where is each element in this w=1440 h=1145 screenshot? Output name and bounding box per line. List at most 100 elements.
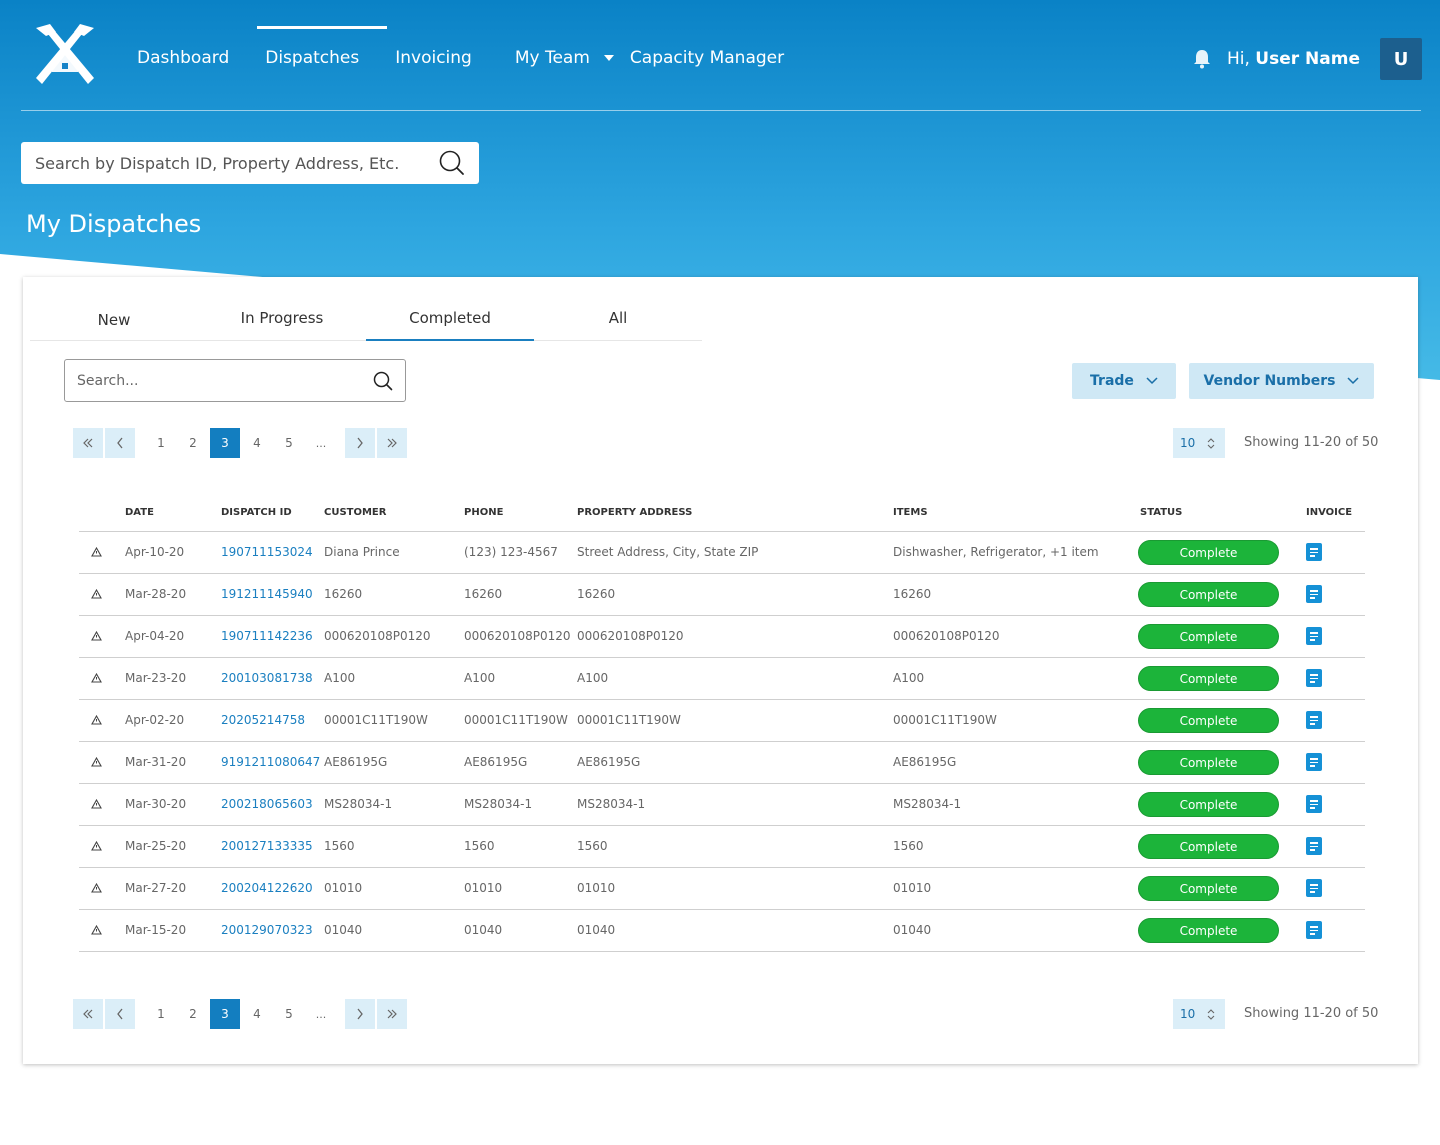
column-header-dispatch-id[interactable]: DISPATCH ID [221,495,324,532]
last-page-button[interactable] [377,999,407,1029]
cell-dispatch-id-link[interactable]: 200103081738 [221,657,324,700]
table-row[interactable]: Apr-02-20 20205214758 00001C11T190W 00001C1… [79,699,1365,742]
first-page-button[interactable] [73,999,103,1029]
cell-invoice [1306,699,1365,742]
document-icon[interactable] [1306,711,1322,729]
nav-invoicing[interactable]: Invoicing [395,48,472,68]
table-row[interactable]: Mar-30-20 200218065603 MS28034-1 MS28034-1 M… [79,783,1365,826]
table-row[interactable]: Mar-31-20 9191211080647 AE86195G AE86195G AE… [79,741,1365,784]
column-header-customer[interactable]: CUSTOMER [324,495,464,532]
search-icon[interactable] [439,150,465,176]
nav-capacity-manager[interactable]: Capacity Manager [629,48,785,68]
table-row[interactable]: Mar-25-20 200127133335 1560 1560 1560 1560 Com… [79,825,1365,868]
cell-dispatch-id-link[interactable]: 200127133335 [221,825,324,868]
page-number-active[interactable]: 3 [210,999,240,1029]
nav-dispatches[interactable]: Dispatches [257,26,388,68]
tab-new[interactable]: New [30,299,198,341]
page-number[interactable]: 5 [285,436,293,450]
column-header-status[interactable]: STATUS [1138,495,1306,532]
first-page-button[interactable] [73,428,103,458]
warning-triangle-icon [91,673,102,683]
cell-date: Apr-04-20 [125,615,221,658]
page-size-select[interactable]: 10 [1173,428,1225,458]
page-number[interactable]: 4 [253,1007,261,1021]
cell-phone: A100 [464,657,577,700]
page-number[interactable]: 2 [189,1007,197,1021]
page-number[interactable]: 2 [189,436,197,450]
column-header-items[interactable]: ITEMS [893,495,1138,532]
tab-completed[interactable]: Completed [366,299,534,341]
sort-arrows-icon [1207,1008,1215,1020]
avatar[interactable]: U [1380,38,1422,80]
table-row[interactable]: Apr-04-20 190711142236 000620108P0120 00062… [79,615,1365,658]
page-size-select[interactable]: 10 [1173,999,1225,1029]
prev-page-button[interactable] [105,428,135,458]
cell-items: 00001C11T190W [893,699,1138,742]
nav-my-team[interactable]: My Team [515,48,614,68]
cell-customer: AE86195G [324,741,464,784]
page-number[interactable]: 4 [253,436,261,450]
cell-dispatch-id-link[interactable]: 190711142236 [221,615,324,658]
vendor-numbers-filter-button[interactable]: Vendor Numbers [1189,363,1374,399]
cell-dispatch-id-link[interactable]: 200204122620 [221,867,324,910]
document-icon[interactable] [1306,669,1322,687]
cell-property-address: Street Address, City, State ZIP [577,531,893,574]
document-icon[interactable] [1306,837,1322,855]
column-header-phone[interactable]: PHONE [464,495,577,532]
cell-items: Dishwasher, Refrigerator, +1 item [893,531,1138,574]
table-search-input[interactable] [77,372,373,389]
cell-phone: 16260 [464,573,577,616]
page-number-active[interactable]: 3 [210,428,240,458]
table-row[interactable]: Mar-23-20 200103081738 A100 A100 A100 A100 Com… [79,657,1365,700]
status-badge: Complete [1138,791,1279,817]
cell-dispatch-id-link[interactable]: 20205214758 [221,699,324,742]
prev-page-button[interactable] [105,999,135,1029]
table-row[interactable]: Mar-15-20 200129070323 01040 01040 01040 0104… [79,909,1365,952]
crossed-hammers-logo[interactable] [28,22,102,86]
cell-dispatch-id-link[interactable]: 200129070323 [221,909,324,952]
cell-dispatch-id-link[interactable]: 191211145940 [221,573,324,616]
cell-items: 000620108P0120 [893,615,1138,658]
cell-dispatch-id-link[interactable]: 190711153024 [221,531,324,574]
vendor-filter-label: Vendor Numbers [1203,373,1336,389]
document-icon[interactable] [1306,795,1322,813]
status-badge: Complete [1138,581,1279,607]
bell-icon[interactable] [1193,49,1211,69]
warning-triangle-icon [91,925,102,935]
cell-customer: 000620108P0120 [324,615,464,658]
row-flag-cell [79,573,125,616]
table-row[interactable]: Mar-28-20 191211145940 16260 16260 16260 1626… [79,573,1365,616]
document-icon[interactable] [1306,921,1322,939]
table-row[interactable]: Mar-27-20 200204122620 01010 01010 01010 0101… [79,867,1365,910]
page-number[interactable]: 1 [157,1007,165,1021]
cell-dispatch-id-link[interactable]: 9191211080647 [221,741,324,784]
document-icon[interactable] [1306,627,1322,645]
next-page-button[interactable] [345,999,375,1029]
tab-all[interactable]: All [534,299,702,341]
cell-customer: 01040 [324,909,464,952]
chevron-down-icon [603,55,614,61]
trade-filter-button[interactable]: Trade [1072,363,1176,399]
document-icon[interactable] [1306,879,1322,897]
page-size-value: 10 [1180,1007,1196,1021]
document-icon[interactable] [1306,543,1322,561]
nav-dashboard[interactable]: Dashboard [137,48,230,68]
page-number[interactable]: 5 [285,1007,293,1021]
user-name[interactable]: User Name [1255,49,1360,69]
table-row[interactable]: Apr-10-20 190711153024 Diana Prince (123) 1… [79,531,1365,574]
last-page-button[interactable] [377,428,407,458]
cell-date: Mar-15-20 [125,909,221,952]
cell-dispatch-id-link[interactable]: 200218065603 [221,783,324,826]
cell-date: Apr-02-20 [125,699,221,742]
column-header-property-address[interactable]: PROPERTY ADDRESS [577,495,893,532]
document-icon[interactable] [1306,585,1322,603]
tab-in-progress[interactable]: In Progress [198,299,366,341]
column-header-date[interactable]: DATE [125,495,221,532]
search-icon[interactable] [373,371,393,391]
global-search-input[interactable] [35,153,439,173]
page-number[interactable]: 1 [157,436,165,450]
next-page-button[interactable] [345,428,375,458]
table-body: Apr-10-20 190711153024 Diana Prince (123) 1… [79,531,1365,952]
status-badge: Complete [1138,917,1279,943]
document-icon[interactable] [1306,753,1322,771]
